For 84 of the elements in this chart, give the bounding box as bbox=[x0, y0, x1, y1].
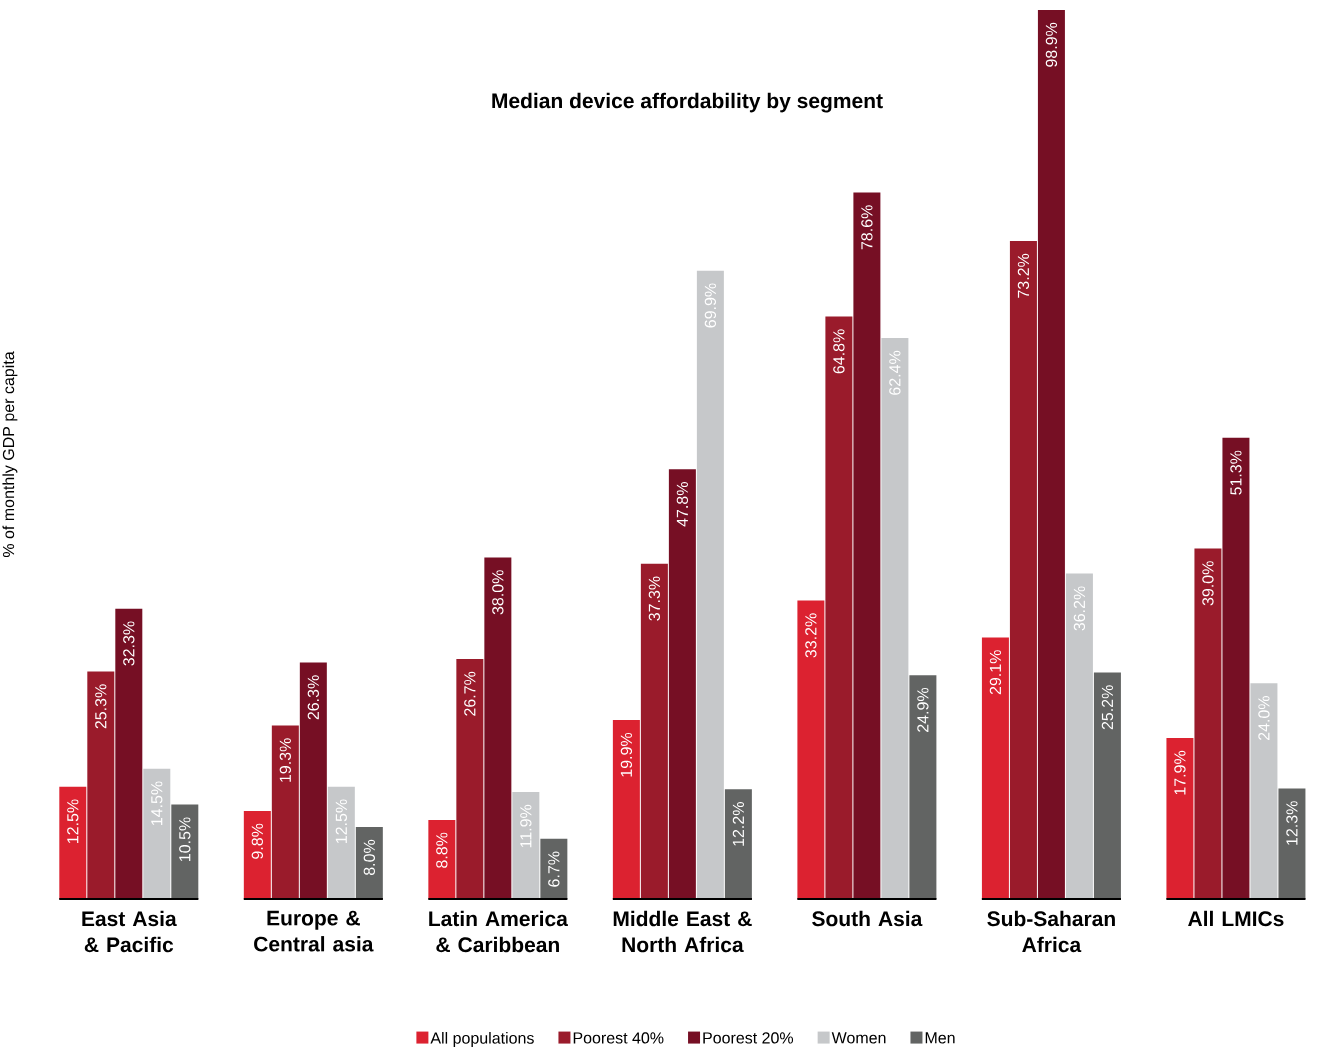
legend-label: Poorest 40% bbox=[573, 1032, 664, 1044]
bar bbox=[115, 608, 143, 899]
bar bbox=[981, 637, 1009, 899]
bar bbox=[428, 819, 456, 899]
bar bbox=[243, 810, 271, 899]
data-label: 12.3% bbox=[1286, 801, 1298, 845]
data-label: 25.2% bbox=[1101, 685, 1114, 730]
data-label: 32.3% bbox=[123, 621, 135, 666]
data-label: 26.3% bbox=[307, 675, 319, 720]
bar bbox=[143, 768, 171, 899]
data-label: 39.0% bbox=[1202, 561, 1214, 606]
data-label: 78.6% bbox=[861, 205, 873, 250]
data-label: 9.8% bbox=[251, 823, 263, 859]
bar bbox=[1250, 683, 1278, 899]
data-label: 19.3% bbox=[279, 738, 291, 782]
data-label: 14.5% bbox=[151, 781, 163, 826]
x-tick-label: Europe & Central asia bbox=[254, 910, 374, 952]
data-label: 17.9% bbox=[1174, 750, 1186, 795]
data-label: 51.3% bbox=[1230, 450, 1242, 495]
data-label: 12.5% bbox=[67, 799, 79, 843]
data-label: 11.9% bbox=[520, 804, 532, 848]
data-label: 64.8% bbox=[833, 329, 845, 374]
x-tick-label: All LMICs bbox=[1188, 910, 1284, 927]
bar bbox=[171, 804, 199, 899]
bar bbox=[612, 720, 640, 899]
data-label: 25.3% bbox=[95, 684, 107, 729]
bar bbox=[668, 469, 696, 899]
data-label: 98.9% bbox=[1045, 22, 1058, 67]
data-label: 19.9% bbox=[620, 732, 633, 777]
data-label: 73.2% bbox=[1017, 253, 1030, 298]
data-label: 8.0% bbox=[363, 839, 375, 876]
bar bbox=[1009, 241, 1037, 899]
bar bbox=[696, 270, 724, 899]
bar bbox=[1194, 548, 1222, 899]
bar bbox=[299, 662, 327, 899]
bar bbox=[1222, 437, 1250, 899]
x-tick-label: Middle East & North Africa bbox=[613, 910, 752, 953]
legend-label: Men bbox=[925, 1032, 955, 1044]
bar bbox=[825, 316, 853, 899]
data-label: 12.5% bbox=[335, 799, 347, 843]
legend-label: Poorest 20% bbox=[703, 1032, 794, 1044]
text: Median device affordability by segment bbox=[492, 92, 883, 113]
bar bbox=[327, 786, 355, 899]
y-axis-title: % of monthly GDP per capita bbox=[2, 351, 18, 558]
data-label: 8.8% bbox=[436, 832, 448, 868]
data-label: 26.7% bbox=[464, 671, 476, 716]
bar bbox=[59, 786, 87, 899]
data-label: 24.0% bbox=[1258, 696, 1270, 741]
data-label: 33.2% bbox=[805, 613, 817, 658]
bar bbox=[512, 792, 540, 899]
legend-label: All populations bbox=[430, 1032, 534, 1047]
bar bbox=[456, 659, 484, 899]
data-label: 24.9% bbox=[917, 687, 929, 732]
data-label: 37.3% bbox=[648, 576, 661, 621]
bar bbox=[1278, 788, 1306, 899]
data-label: 38.0% bbox=[492, 570, 504, 615]
data-label: 6.7% bbox=[548, 851, 560, 887]
bar bbox=[87, 671, 115, 899]
bar bbox=[540, 838, 568, 899]
bar bbox=[1093, 672, 1121, 899]
bar bbox=[1037, 10, 1065, 899]
bar bbox=[797, 600, 825, 899]
data-label: 29.1% bbox=[989, 650, 1002, 695]
x-tick-label: East Asia & Pacific bbox=[82, 910, 177, 953]
data-label: 36.2% bbox=[1073, 586, 1086, 631]
x-tick-label: Latin America & Caribbean bbox=[429, 910, 568, 953]
legend-label: Women bbox=[831, 1032, 886, 1044]
bar bbox=[640, 563, 668, 899]
bar bbox=[853, 192, 881, 899]
bar bbox=[484, 557, 512, 899]
bar bbox=[909, 675, 937, 899]
x-tick-label: Sub-Saharan Africa bbox=[987, 910, 1115, 953]
data-label: 69.9% bbox=[704, 283, 717, 328]
bar bbox=[271, 725, 299, 899]
bar bbox=[1166, 738, 1194, 899]
data-label: 10.5% bbox=[179, 817, 191, 861]
data-label: 12.2% bbox=[732, 802, 745, 846]
bar bbox=[355, 827, 383, 899]
bar bbox=[881, 338, 909, 899]
data-label: 47.8% bbox=[676, 482, 689, 527]
bar bbox=[724, 789, 752, 899]
bar bbox=[1065, 573, 1093, 899]
data-label: 62.4% bbox=[889, 350, 901, 395]
x-tick-label: South Asia bbox=[812, 910, 923, 927]
